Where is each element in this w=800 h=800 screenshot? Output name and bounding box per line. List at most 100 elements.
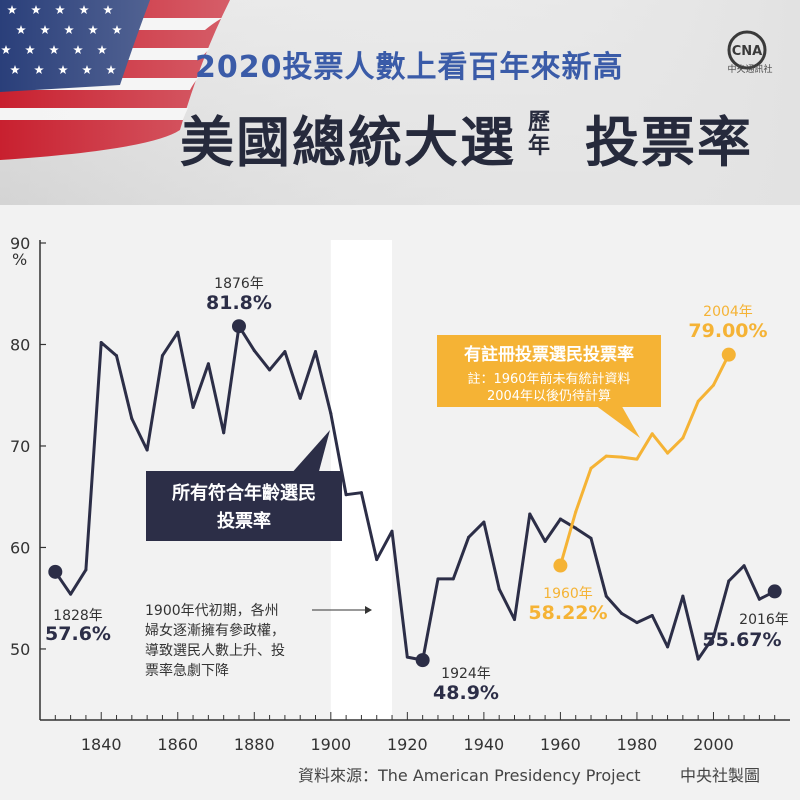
data-point-all xyxy=(528,512,532,516)
data-point-all xyxy=(635,621,639,625)
x-tick-label: 1960 xyxy=(540,735,581,754)
x-tick-label: 1860 xyxy=(157,735,198,754)
turnout-chart: 50 60 70 80 90% 1840 1860 1880 1900 1920 1940 1960 1… xyxy=(10,234,790,754)
callout-reg-note2: 2004年以後仍待計算 xyxy=(487,388,611,404)
callout-pointer-all xyxy=(290,430,330,475)
marker-2004 xyxy=(721,347,736,362)
marker-2016 xyxy=(767,584,782,599)
flag-star-icon xyxy=(73,45,83,54)
flag-star-icon xyxy=(79,5,89,14)
flag-star-icon xyxy=(7,5,17,14)
y-tick-label: 90 xyxy=(10,234,30,253)
data-point-all xyxy=(84,568,88,572)
data-point-all xyxy=(742,564,746,568)
data-point-all xyxy=(482,520,486,524)
women-note-line: 票率急劇下降 xyxy=(145,662,229,679)
marker-1924 xyxy=(415,653,430,668)
callout-all-line1: 所有符合年齡選民 xyxy=(172,482,316,504)
data-point-all xyxy=(543,539,547,543)
data-point-all xyxy=(666,645,670,649)
data-point-registered xyxy=(635,457,639,461)
data-point-registered xyxy=(711,383,715,387)
data-point-all xyxy=(497,587,501,591)
data-point-all xyxy=(650,613,654,617)
x-tick-label: 1900 xyxy=(310,735,351,754)
y-tick-label: 80 xyxy=(10,335,30,354)
data-point-all xyxy=(574,526,578,530)
data-point-all xyxy=(160,354,164,358)
data-point-all xyxy=(145,448,149,452)
callout-reg-title: 有註冊投票選民投票率 xyxy=(464,344,634,365)
data-point-registered xyxy=(620,455,624,459)
data-point-all xyxy=(727,579,731,583)
label-2016-value: 55.67% xyxy=(702,629,781,651)
data-point-registered xyxy=(604,454,608,458)
subtitle: 2020投票人數上看百年來新高 xyxy=(195,50,624,85)
flag-star-icon xyxy=(106,65,116,74)
logo-subtitle: 中央通訊社 xyxy=(727,65,773,75)
data-point-all xyxy=(589,536,593,540)
women-note-line: 1900年代初期，各州 xyxy=(145,602,279,619)
callout-pointer-registered xyxy=(595,403,640,438)
data-point-all xyxy=(620,611,624,615)
title-small-top: 歷 xyxy=(528,110,551,135)
title-part2: 投票率 xyxy=(585,111,753,174)
label-1924-value: 48.9% xyxy=(433,682,499,704)
x-tick-label: 1880 xyxy=(234,735,275,754)
callout-all-line2: 投票率 xyxy=(217,510,271,532)
data-point-registered xyxy=(681,436,685,440)
flag-star-icon xyxy=(82,65,92,74)
data-point-registered xyxy=(696,399,700,403)
data-point-all xyxy=(344,493,348,497)
data-point-all xyxy=(390,529,394,533)
label-1876-value: 81.8% xyxy=(206,292,272,314)
data-point-all xyxy=(130,417,134,421)
flag-star-icon xyxy=(55,5,65,14)
label-2004-year: 2004年 xyxy=(703,304,753,320)
x-tick-label: 1940 xyxy=(464,735,505,754)
data-point-registered xyxy=(666,451,670,455)
data-point-registered xyxy=(650,432,654,436)
data-point-all xyxy=(115,354,119,358)
flag-star-icon xyxy=(103,5,113,14)
x-tick-label: 1980 xyxy=(617,735,658,754)
flag-star-icon xyxy=(1,45,11,54)
flag-star-icon xyxy=(31,5,41,14)
data-point-all xyxy=(405,655,409,659)
chart-area: 50 60 70 80 90% 1840 1860 1880 1900 1920 1940 1960 1… xyxy=(0,205,800,800)
y-tick-label: 70 xyxy=(10,437,30,456)
x-tick-label: 2000 xyxy=(693,735,734,754)
women-note-arrowhead xyxy=(365,606,372,614)
label-1876-year: 1876年 xyxy=(214,276,264,292)
data-point-all xyxy=(222,431,226,435)
data-point-all xyxy=(681,594,685,598)
data-point-all xyxy=(467,535,471,539)
flag-star-icon xyxy=(49,45,59,54)
cna-logo-icon: CNA xyxy=(727,30,767,70)
label-1960-value: 58.22% xyxy=(528,602,607,624)
data-point-all xyxy=(711,635,715,639)
series-line-registered xyxy=(558,353,731,566)
flag-star-icon xyxy=(34,65,44,74)
data-point-all xyxy=(99,340,103,344)
title-small-bottom: 年 xyxy=(528,134,551,159)
callout-box-all xyxy=(146,471,342,541)
data-point-all xyxy=(283,350,287,354)
y-tick-label: 50 xyxy=(10,640,30,659)
data-point-all xyxy=(375,558,379,562)
data-point-all xyxy=(206,362,210,366)
data-point-all xyxy=(69,592,73,596)
flag-star-icon xyxy=(97,45,107,54)
label-1828-year: 1828年 xyxy=(53,608,103,624)
flag-star-icon xyxy=(16,25,26,34)
callout-box-registered xyxy=(437,335,661,407)
women-note-line: 導致選民人數上升、投 xyxy=(145,643,285,659)
data-point-all xyxy=(329,412,333,416)
flag-star-icon xyxy=(25,45,35,54)
title-part1: 美國總統大選 xyxy=(180,111,516,174)
y-unit-label: % xyxy=(12,250,27,269)
y-tick-label: 60 xyxy=(10,538,30,557)
label-2004-value: 79.00% xyxy=(688,320,767,342)
marker-1828 xyxy=(48,564,63,579)
label-1960-year: 1960年 xyxy=(543,586,593,602)
